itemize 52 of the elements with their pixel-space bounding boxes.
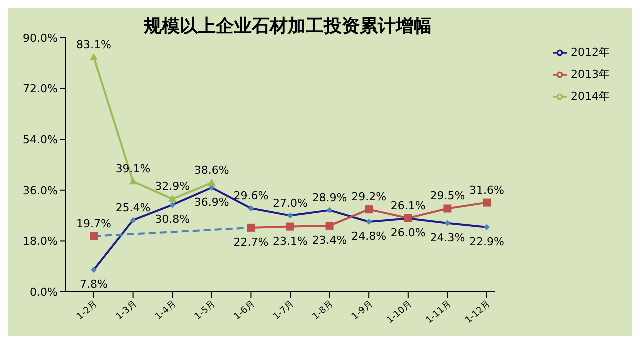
data-label: 24.3%: [430, 231, 466, 244]
data-label: 29.2%: [352, 190, 387, 204]
x-tick-label: 1-5月: [193, 300, 218, 322]
data-label: 32.9%: [155, 180, 190, 194]
point: [444, 204, 452, 213]
x-tick-label: 1-8月: [311, 300, 336, 322]
point: [129, 178, 138, 185]
y-tick-label: 90.0%: [23, 32, 58, 45]
point: [326, 222, 334, 230]
point: [168, 195, 177, 202]
point: [90, 53, 98, 60]
data-label: 27.0%: [273, 196, 308, 210]
data-label: 38.6%: [194, 164, 230, 178]
x-tick-label: 1-3月: [114, 300, 140, 322]
data-label: 19.7%: [76, 217, 112, 230]
y-tick-label: 36.0%: [23, 184, 58, 198]
x-tick-label: 1-6月: [232, 300, 258, 322]
legend-label: 2013年: [571, 68, 610, 81]
data-label: 22.9%: [470, 235, 504, 248]
point: [365, 206, 374, 214]
legend-label: 2012年: [571, 46, 610, 59]
y-tick-label: 72.0%: [23, 82, 58, 96]
x-tick-label: 1-9月: [350, 300, 376, 322]
data-label: 29.5%: [430, 190, 466, 203]
data-label: 26.1%: [390, 199, 426, 212]
point: [286, 222, 294, 231]
data-label: 25.4%: [116, 201, 151, 214]
data-label: 23.4%: [312, 234, 348, 247]
data-label: 30.8%: [155, 213, 190, 226]
data-label: 7.8%: [80, 278, 108, 291]
data-label: 28.9%: [312, 191, 348, 204]
x-tick-label: 1-4月: [154, 300, 179, 322]
x-tick-label: 1-7月: [272, 300, 297, 322]
data-label: 36.9%: [194, 196, 230, 209]
point: [483, 198, 491, 207]
y-tick-label: 18.0%: [23, 235, 58, 248]
data-label: 23.1%: [273, 234, 308, 248]
chart-title: 规模以上企业石材加工投资累计增幅: [144, 16, 432, 37]
y-tick-label: 0.0%: [30, 286, 58, 299]
x-tick-label: 1-2月: [75, 300, 100, 322]
data-label: 31.6%: [470, 184, 504, 197]
point: [208, 179, 216, 186]
data-label: 39.1%: [116, 162, 151, 176]
data-label: 26.0%: [390, 226, 426, 240]
point: [247, 224, 256, 232]
legend-label: 2014年: [571, 90, 610, 103]
data-label: 83.1%: [76, 38, 112, 52]
y-tick-label: 54.0%: [23, 134, 58, 147]
data-label: 29.6%: [234, 189, 269, 202]
data-label: 22.7%: [234, 236, 269, 249]
data-label: 24.8%: [352, 230, 387, 244]
point: [90, 232, 98, 240]
